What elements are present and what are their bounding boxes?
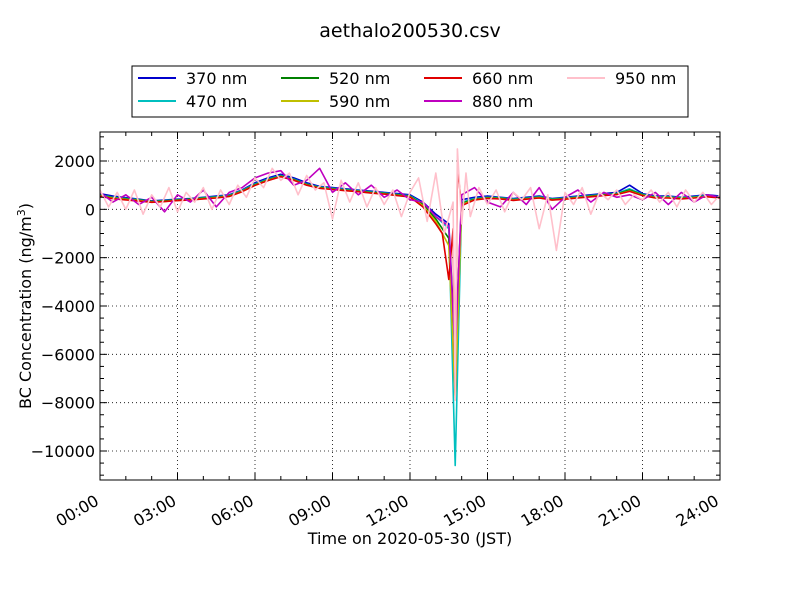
legend-label: 950 nm [615,69,676,88]
series-line-660-nm [99,167,721,397]
y-tick-label: 0 [85,200,95,219]
x-tick-label: 12:00 [363,491,412,531]
y-tick-label: −4000 [41,297,95,316]
x-tick-label: 06:00 [208,491,257,531]
legend-label: 370 nm [186,69,247,88]
x-axis-label: Time on 2020-05-30 (JST) [307,529,512,548]
y-tick-label: 2000 [54,152,95,171]
legend-label: 520 nm [329,69,390,88]
y-tick-label: −2000 [41,249,95,268]
legend: 370 nm 470 nm 520 nm 590 nm 660 nm 880 nm 950 … [131,65,689,118]
y-axis-label-end: ) [16,203,35,209]
legend-label: 660 nm [472,69,533,88]
x-tick-label: 24:00 [673,491,722,531]
y-axis-label-sup: 3 [15,209,28,216]
x-tick-label: 18:00 [518,491,567,531]
grid-lines [99,132,721,480]
x-tick-label: 03:00 [130,491,179,531]
chart-title: aethalo200530.csv [319,20,501,42]
x-tick-label: 09:00 [285,491,334,531]
y-tick-label: −8000 [41,394,95,413]
y-tick-label: −10000 [31,442,95,461]
legend-label: 880 nm [472,92,533,111]
y-axis-label-main: BC Concentration (ng/m [16,216,35,409]
x-tick-label: 21:00 [595,491,644,531]
legend-frame [131,65,689,118]
x-tick-label: 00:00 [53,491,102,531]
legend-label: 590 nm [329,92,390,111]
y-axis: 2000 0 −2000 −4000 −6000 −8000 −10000 [31,136,720,476]
series-line-950-nm [99,148,721,402]
y-axis-label: BC Concentration (ng/m3) [15,203,35,409]
x-tick-label: 15:00 [440,491,489,531]
y-tick-label: −6000 [41,345,95,364]
legend-label: 470 nm [186,92,247,111]
series-lines [99,148,721,467]
